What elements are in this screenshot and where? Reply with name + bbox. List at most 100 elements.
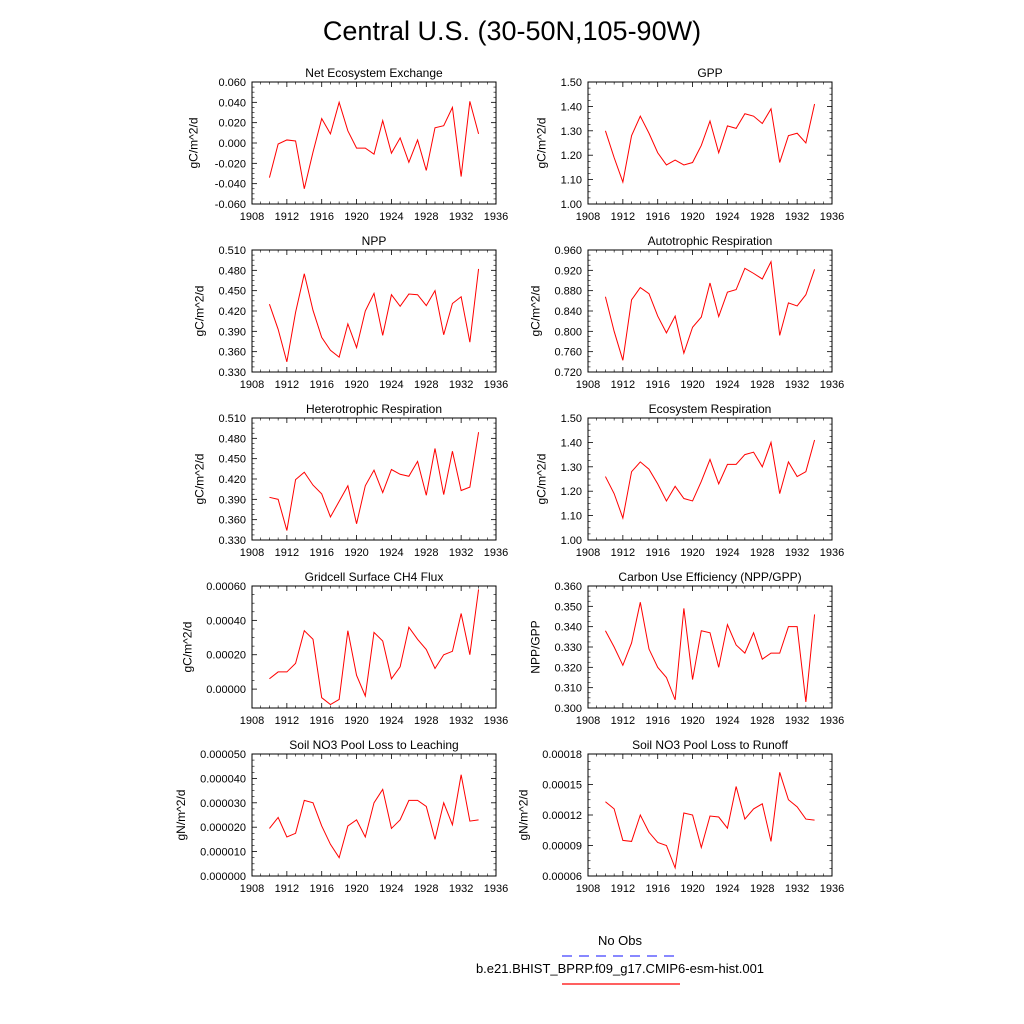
y-tick-label: 0.450 <box>218 454 246 466</box>
x-tick-label: 1908 <box>576 379 600 391</box>
y-tick-label: 0.390 <box>218 326 246 338</box>
x-tick-label: 1920 <box>680 547 704 559</box>
plot-frame <box>587 417 833 541</box>
y-tick-label: 0.000020 <box>200 822 246 834</box>
x-tick-label: 1924 <box>715 547 739 559</box>
y-tick-label: -0.060 <box>215 199 246 211</box>
y-tick-label: 0.510 <box>218 245 246 257</box>
x-tick-label: 1920 <box>344 883 368 895</box>
x-tick-label: 1928 <box>750 379 774 391</box>
y-tick-label: 0.020 <box>218 118 246 130</box>
y-tick-label: 0.360 <box>554 581 582 593</box>
y-tick-label: 0.00006 <box>542 871 582 883</box>
y-tick-label: 0.340 <box>554 622 582 634</box>
x-tick-label: 1916 <box>309 883 333 895</box>
x-tick-label: 1920 <box>344 379 368 391</box>
x-tick-label: 1920 <box>680 211 704 223</box>
y-tick-label: -0.020 <box>215 158 246 170</box>
x-tick-label: 1928 <box>414 379 438 391</box>
x-tick-label: 1924 <box>379 883 403 895</box>
x-tick-label: 1916 <box>309 547 333 559</box>
x-tick-label: 1912 <box>275 715 299 727</box>
series-line <box>269 432 480 531</box>
y-tick-label: 0.720 <box>554 367 582 379</box>
x-tick-label: 1936 <box>484 715 508 727</box>
x-tick-label: 1912 <box>275 211 299 223</box>
x-tick-label: 1908 <box>240 715 264 727</box>
y-axis-label: NPP/GPP <box>529 620 543 673</box>
y-axis-label: gC/m^2/d <box>535 454 549 505</box>
x-tick-label: 1908 <box>576 883 600 895</box>
y-tick-label: 0.310 <box>554 683 582 695</box>
series-line <box>268 100 480 189</box>
y-axis-label: gC/m^2/d <box>186 118 200 169</box>
x-tick-label: 1924 <box>715 883 739 895</box>
y-tick-label: 0.420 <box>218 474 246 486</box>
y-tick-label: 0.960 <box>554 245 582 257</box>
y-tick-label: 0.390 <box>218 494 246 506</box>
legend-label-no-obs: No Obs <box>598 933 643 948</box>
x-tick-label: 1920 <box>680 379 704 391</box>
x-tick-label: 1912 <box>611 715 635 727</box>
x-tick-label: 1932 <box>449 715 473 727</box>
y-tick-label: 0.800 <box>554 326 582 338</box>
y-tick-label: 0.880 <box>554 286 582 298</box>
x-tick-label: 1908 <box>240 883 264 895</box>
x-tick-label: 1928 <box>750 715 774 727</box>
x-tick-label: 1928 <box>414 211 438 223</box>
y-tick-label: 1.30 <box>561 462 582 474</box>
plot-frame <box>587 753 833 877</box>
x-tick-label: 1932 <box>449 547 473 559</box>
panel-title: Gridcell Surface CH4 Flux <box>305 570 444 584</box>
x-tick-label: 1932 <box>785 883 809 895</box>
y-tick-label: 1.20 <box>561 150 582 162</box>
panel-title: Heterotrophic Respiration <box>306 402 442 416</box>
x-tick-label: 1924 <box>715 379 739 391</box>
x-tick-label: 1928 <box>414 715 438 727</box>
x-tick-label: 1924 <box>379 547 403 559</box>
panel-title: Autotrophic Respiration <box>648 234 773 248</box>
y-tick-label: 0.00040 <box>206 615 246 627</box>
y-tick-label: 1.00 <box>561 535 582 547</box>
x-tick-label: 1932 <box>449 211 473 223</box>
x-tick-label: 1912 <box>611 379 635 391</box>
panel-title: Soil NO3 Pool Loss to Leaching <box>289 738 458 752</box>
y-tick-label: 0.330 <box>218 367 246 379</box>
x-tick-label: 1932 <box>785 715 809 727</box>
y-tick-label: 0.330 <box>554 642 582 654</box>
y-tick-label: 0.00015 <box>542 780 582 792</box>
x-tick-label: 1928 <box>750 883 774 895</box>
x-tick-label: 1924 <box>379 379 403 391</box>
y-tick-label: 0.510 <box>218 413 246 425</box>
y-tick-label: 1.20 <box>561 486 582 498</box>
plot-frame <box>587 585 833 709</box>
x-tick-label: 1920 <box>344 547 368 559</box>
panel-gridcell-surface-ch4-flux: Gridcell Surface CH4 Flux 1908 1912 1916 192… <box>180 570 508 727</box>
y-axis-label: gN/m^2/d <box>174 790 188 841</box>
series-line <box>604 439 816 520</box>
y-axis-label: gC/m^2/d <box>193 454 207 505</box>
panel-ecosystem-respiration: Ecosystem Respiration 1908 1912 1916 1920 192… <box>535 402 845 559</box>
x-tick-label: 1908 <box>576 547 600 559</box>
panel-soil-no3-pool-loss-to-runoff: Soil NO3 Pool Loss to Runoff 1908 1912 1916… <box>516 738 844 895</box>
y-tick-label: 1.40 <box>561 437 582 449</box>
x-tick-label: 1916 <box>645 883 669 895</box>
y-tick-label: 0.00020 <box>206 650 246 662</box>
x-tick-label: 1912 <box>611 211 635 223</box>
y-tick-label: 1.10 <box>561 175 582 187</box>
panel-title: Net Ecosystem Exchange <box>305 66 443 80</box>
x-tick-label: 1936 <box>820 379 844 391</box>
panel-net-ecosystem-exchange: Net Ecosystem Exchange 1908 1912 1916 1920 19… <box>186 66 508 223</box>
legend: No Obs b.e21.BHIST_BPRP.f09_g17.CMIP6-es… <box>476 933 764 985</box>
y-tick-label: 0.350 <box>554 601 582 613</box>
y-tick-label: 0.00000 <box>206 684 246 696</box>
x-tick-label: 1916 <box>645 547 669 559</box>
x-tick-label: 1924 <box>379 211 403 223</box>
x-tick-label: 1924 <box>715 211 739 223</box>
x-tick-label: 1908 <box>576 715 600 727</box>
y-tick-label: 1.40 <box>561 101 582 113</box>
x-tick-label: 1912 <box>611 547 635 559</box>
y-tick-label: 1.00 <box>561 199 582 211</box>
y-tick-label: 0.480 <box>218 433 246 445</box>
x-tick-label: 1916 <box>645 211 669 223</box>
